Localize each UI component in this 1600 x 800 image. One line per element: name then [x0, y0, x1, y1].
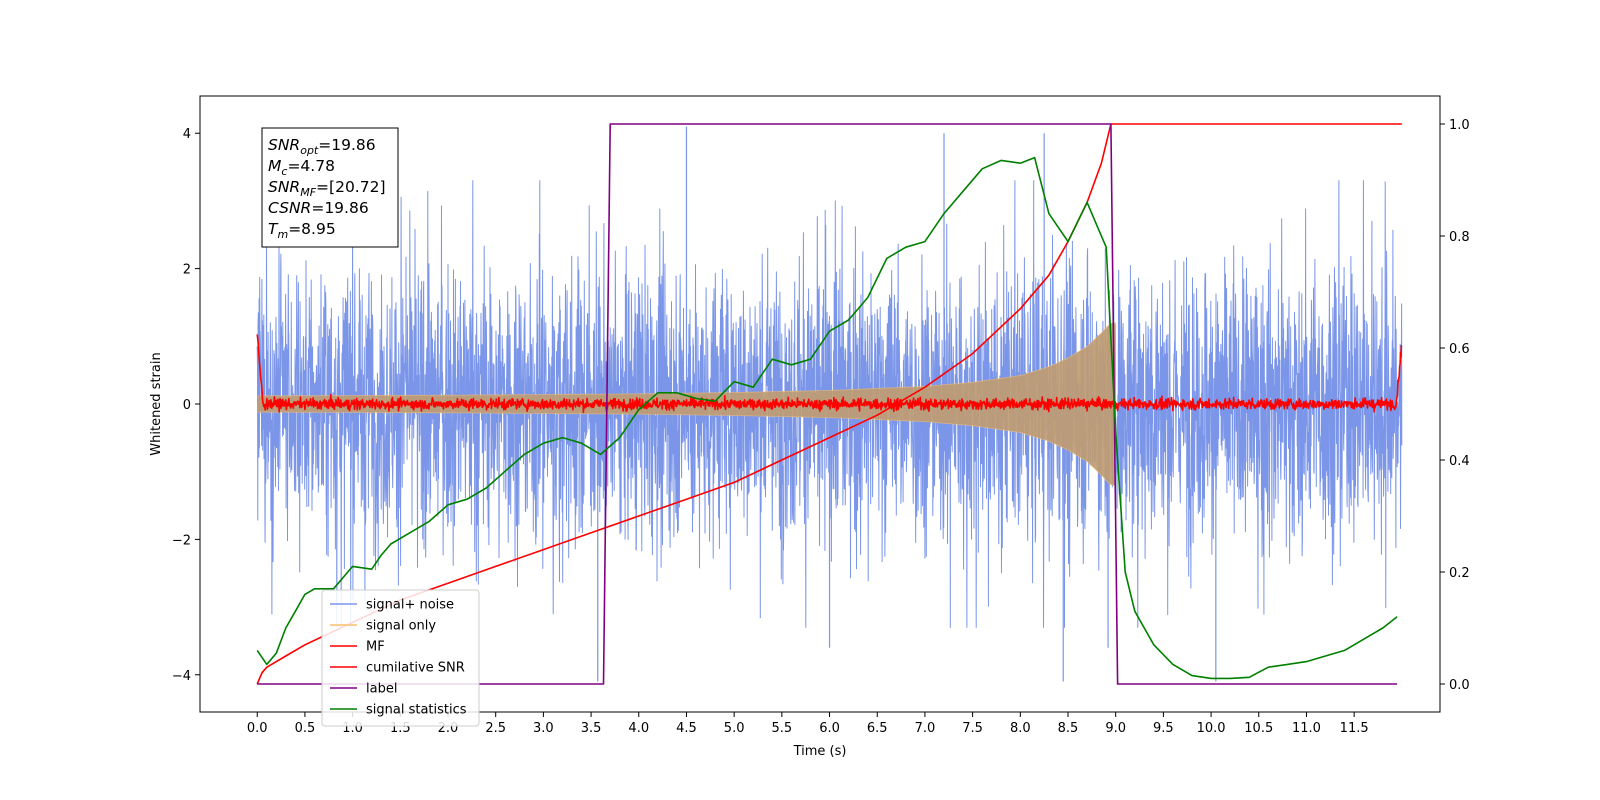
x-tick-label: 3.0: [533, 721, 554, 736]
y-axis-right: 0.0 0.2 0.4 0.6 0.8 1.0: [1440, 118, 1470, 693]
x-tick-label: 7.5: [962, 721, 983, 736]
annotation-box: SNRopt=19.86Mc=4.78SNRMF=[20.72]CSNR=19.…: [261, 127, 399, 248]
right-axis-series-layer: [256, 123, 1402, 685]
x-tick-label: 9.5: [1153, 721, 1174, 736]
x-tick-label: 11.5: [1340, 721, 1369, 736]
x-tick-label: 4.5: [676, 721, 697, 736]
y-right-tick-label: 0.2: [1449, 566, 1470, 581]
legend-label-mf: MF: [366, 640, 385, 655]
x-tick-label: 4.0: [628, 721, 649, 736]
legend-label-signal-noise: signal+ noise: [366, 598, 454, 613]
x-tick-label: 7.0: [915, 721, 936, 736]
annotation-frame: [261, 127, 399, 248]
x-tick-label: 0.5: [295, 721, 316, 736]
signal-noise-layer: [256, 126, 1403, 682]
legend-label-label: label: [366, 682, 397, 697]
legend: signal+ noise signal only MF cumilative SNR…: [321, 589, 480, 727]
x-axis-label: Time (s): [793, 744, 847, 759]
y-left-tick-label: −2: [172, 533, 191, 548]
series-cumilative-snr-line: [256, 123, 1402, 685]
y-left-tick-label: 2: [183, 263, 191, 278]
series-signal-only-upper-edge: [257, 322, 1116, 397]
x-tick-label: 10.0: [1197, 721, 1226, 736]
y-left-tick-label: −4: [172, 669, 191, 684]
x-tick-label: 0.0: [247, 721, 268, 736]
mf-layer: [256, 334, 1403, 414]
legend-label-signal-statistics: signal statistics: [366, 703, 467, 718]
x-axis: 0.0 0.5 1.0 1.5 2.0 2.5 3.0 3.5 4.0 4.5 5.0 5.5 6.0 6…: [247, 712, 1369, 736]
x-tick-label: 2.5: [485, 721, 506, 736]
x-tick-label: 9.0: [1105, 721, 1126, 736]
y-axis-left: −4 −2 0 2 4: [172, 127, 200, 684]
series-mf-line: [256, 334, 1403, 414]
x-tick-label: 8.5: [1058, 721, 1079, 736]
x-tick-label: 3.5: [581, 721, 602, 736]
y-left-tick-label: 4: [183, 127, 191, 142]
y-axis-label: Whitened strain: [149, 352, 164, 455]
series-signal-statistics-line: [256, 156, 1398, 680]
x-tick-label: 10.5: [1244, 721, 1273, 736]
series-signal-only-lower-edge: [257, 411, 1116, 486]
y-right-tick-label: 0.4: [1449, 454, 1470, 469]
y-right-tick-label: 1.0: [1449, 118, 1470, 133]
annotation-line: SNRMF=[20.72]: [268, 178, 386, 199]
legend-label-signal-only: signal only: [366, 619, 436, 634]
x-tick-label: 11.0: [1292, 721, 1321, 736]
y-right-tick-label: 0.0: [1449, 678, 1470, 693]
annotation-line: SNRopt=19.86: [268, 136, 376, 157]
y-right-tick-label: 0.6: [1449, 342, 1470, 357]
x-tick-label: 5.0: [724, 721, 745, 736]
annotation-line: CSNR=19.86: [268, 199, 369, 217]
annotation-line: Mc=4.78: [268, 157, 335, 178]
legend-frame: [321, 589, 480, 727]
series-label-line: [257, 123, 1398, 685]
x-tick-label: 6.0: [819, 721, 840, 736]
x-tick-label: 5.5: [772, 721, 793, 736]
legend-label-cumilative-snr: cumilative SNR: [366, 661, 465, 676]
annotation-line: Tm=8.95: [268, 220, 336, 241]
y-left-tick-label: 0: [183, 398, 191, 413]
series-signal-noise-line: [256, 180, 1403, 628]
y-right-tick-label: 0.8: [1449, 230, 1470, 245]
x-tick-label: 6.5: [867, 721, 888, 736]
x-tick-label: 8.0: [1010, 721, 1031, 736]
